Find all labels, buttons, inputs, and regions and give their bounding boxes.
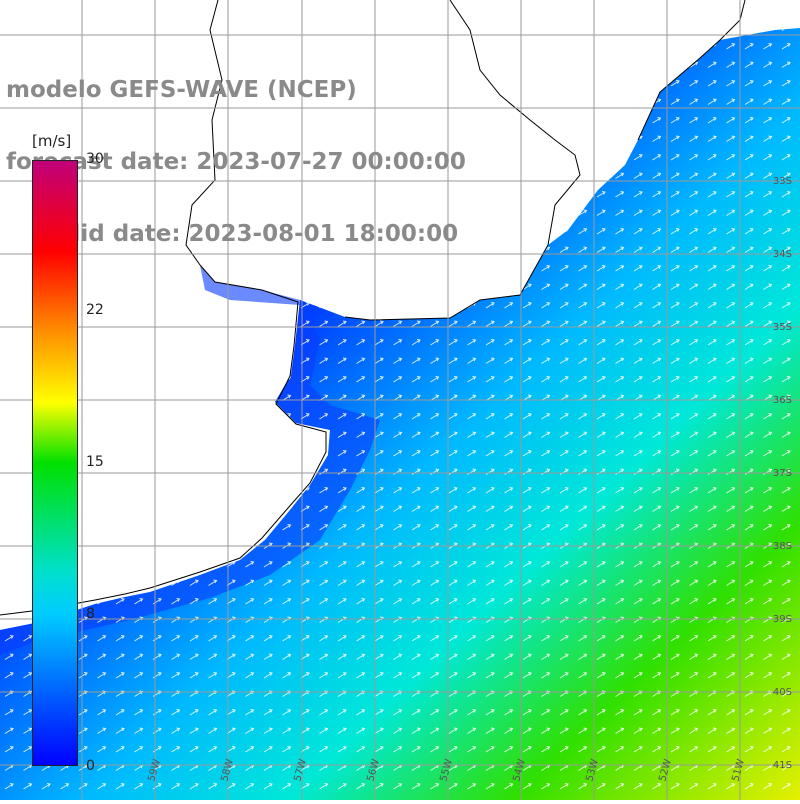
model-title: modelo GEFS-WAVE (NCEP) bbox=[6, 77, 357, 103]
lat-label: 36S bbox=[773, 395, 792, 406]
coastline-uruguay-brazil bbox=[344, 0, 746, 321]
colorbar-tick-30: 30 bbox=[86, 151, 104, 167]
lat-label: 37S bbox=[773, 468, 792, 479]
colorbar-tick-15: 15 bbox=[86, 454, 104, 470]
forecast-date: forecast date: 2023-07-27 00:00:00 bbox=[6, 149, 466, 175]
lat-label: 41S bbox=[773, 760, 792, 771]
lat-label: 38S bbox=[773, 541, 792, 552]
coastline-south-america bbox=[0, 264, 327, 616]
colorbar-unit: [m/s] bbox=[32, 132, 72, 150]
lat-label: 33S bbox=[773, 176, 792, 187]
colorbar bbox=[32, 160, 78, 766]
lat-label: 34S bbox=[773, 249, 792, 260]
latitude-labels: 33S 34S 35S 36S 37S 38S 39S 40S 41S bbox=[773, 176, 792, 771]
lat-label: 35S bbox=[773, 322, 792, 333]
lat-label: 40S bbox=[773, 687, 792, 698]
colorbar-tick-0: 0 bbox=[86, 758, 95, 774]
lat-label: 39S bbox=[773, 614, 792, 625]
colorbar-tick-8: 8 bbox=[86, 606, 95, 622]
colorbar-tick-22: 22 bbox=[86, 302, 104, 318]
coastline-rio-de-la-plata bbox=[185, 0, 223, 266]
